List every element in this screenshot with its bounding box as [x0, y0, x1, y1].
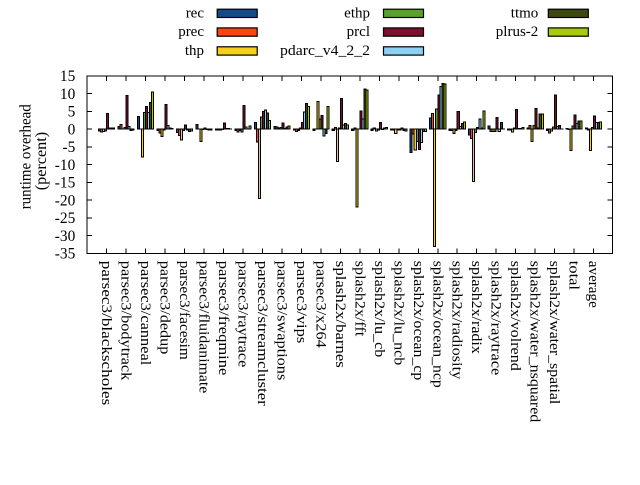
svg-text:thp: thp — [185, 43, 204, 59]
svg-text:-15: -15 — [55, 175, 76, 192]
svg-text:parsec3/bodytrack: parsec3/bodytrack — [118, 261, 134, 381]
svg-text:parsec3/freqmine: parsec3/freqmine — [215, 261, 231, 376]
svg-text:splash2x/lu_cb: splash2x/lu_cb — [371, 261, 387, 358]
svg-text:10: 10 — [60, 86, 76, 103]
svg-text:parsec3/canneal: parsec3/canneal — [137, 261, 153, 366]
svg-text:0: 0 — [68, 121, 76, 138]
svg-text:-10: -10 — [55, 157, 76, 174]
svg-text:rec: rec — [186, 5, 205, 21]
svg-text:parsec3/dedup: parsec3/dedup — [157, 261, 173, 355]
svg-text:splash2x/radix: splash2x/radix — [468, 261, 484, 354]
svg-text:parsec3/vips: parsec3/vips — [293, 261, 309, 344]
svg-text:-30: -30 — [55, 228, 76, 245]
svg-text:-35: -35 — [55, 246, 76, 263]
svg-text:parsec3/swaptions: parsec3/swaptions — [273, 261, 289, 381]
svg-text:parsec3/facesim: parsec3/facesim — [176, 261, 192, 360]
svg-text:5: 5 — [68, 104, 76, 121]
svg-text:parsec3/x264: parsec3/x264 — [312, 261, 328, 348]
svg-text:ttmo: ttmo — [511, 5, 539, 21]
svg-text:parsec3/streamcluster: parsec3/streamcluster — [254, 261, 270, 406]
svg-text:-5: -5 — [62, 139, 75, 156]
svg-text:splash2x/raytrace: splash2x/raytrace — [488, 261, 504, 376]
svg-text:splash2x/volrend: splash2x/volrend — [507, 261, 523, 371]
svg-text:plrus-2: plrus-2 — [496, 24, 539, 40]
svg-text:prcl: prcl — [347, 24, 370, 40]
svg-text:parsec3/fluidanimate: parsec3/fluidanimate — [196, 261, 212, 394]
svg-text:splash2x/barnes: splash2x/barnes — [332, 261, 348, 369]
svg-text:total: total — [566, 261, 582, 290]
svg-text:splash2x/water_spatial: splash2x/water_spatial — [546, 261, 562, 405]
svg-text:-25: -25 — [55, 210, 76, 227]
svg-text:splash2x/radiosity: splash2x/radiosity — [449, 261, 465, 380]
svg-text:ethp: ethp — [344, 5, 370, 21]
svg-text:parsec3/blackscholes: parsec3/blackscholes — [98, 261, 114, 406]
svg-text:splash2x/fft: splash2x/fft — [351, 261, 367, 337]
svg-text:-20: -20 — [55, 192, 76, 209]
svg-text:runtime overhead: runtime overhead — [18, 104, 35, 209]
svg-text:splash2x/water_nsquared: splash2x/water_nsquared — [527, 261, 543, 423]
svg-text:(percent): (percent) — [33, 132, 50, 190]
svg-text:15: 15 — [60, 68, 76, 85]
svg-text:splash2x/lu_ncb: splash2x/lu_ncb — [390, 261, 406, 366]
svg-text:splash2x/ocean_ncp: splash2x/ocean_ncp — [429, 261, 445, 388]
svg-text:pdarc_v4_2_2: pdarc_v4_2_2 — [280, 43, 370, 59]
svg-text:prec: prec — [178, 24, 204, 40]
svg-text:average: average — [585, 261, 601, 308]
svg-text:parsec3/raytrace: parsec3/raytrace — [234, 261, 250, 368]
svg-text:splash2x/ocean_cp: splash2x/ocean_cp — [410, 261, 426, 381]
